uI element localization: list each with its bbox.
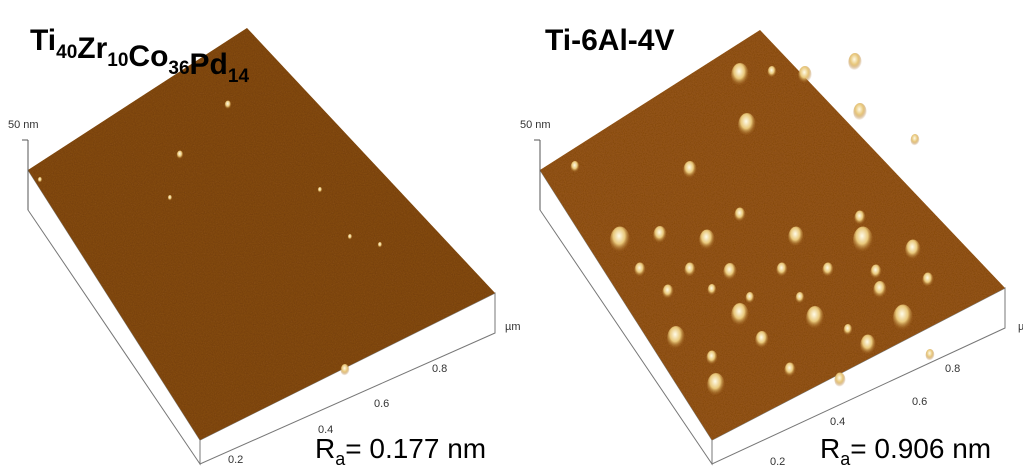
particle	[785, 363, 796, 378]
particle	[635, 263, 646, 278]
particle	[653, 226, 666, 244]
surface	[540, 30, 1005, 440]
particle	[893, 305, 913, 332]
title-part: Pd	[190, 48, 228, 81]
ra-text: = 0.177 nm	[345, 433, 486, 464]
particle	[177, 151, 184, 160]
x-tick-label: 0.2	[228, 454, 243, 466]
title-part: Ti	[30, 24, 56, 57]
particle	[663, 285, 674, 300]
particle	[923, 273, 934, 288]
x-tick-label: 0.8	[945, 363, 960, 375]
x-tick-label: 0.6	[374, 398, 389, 410]
particle	[571, 161, 580, 173]
particle	[860, 335, 875, 356]
particle	[911, 134, 920, 146]
particle	[853, 103, 866, 121]
particle	[378, 242, 382, 248]
page: 50 nm 0.2 0.4 0.6 0.8 µm Ti40Zr10Co36Pd14 Ra= 0…	[0, 0, 1023, 473]
figure: 50 nm 0.2 0.4 0.6 0.8 µm Ti40Zr10Co36Pd14 Ra= 0…	[0, 0, 1023, 473]
particle	[848, 53, 861, 71]
surface	[28, 28, 495, 440]
title-subscript: 14	[228, 66, 250, 87]
title-subscript: 40	[56, 42, 77, 63]
particle	[667, 326, 685, 350]
particle	[38, 177, 42, 183]
roughness: Ra= 0.906 nm	[820, 433, 991, 469]
particle	[853, 227, 873, 254]
particle	[707, 373, 725, 397]
title-part: Co	[128, 40, 168, 73]
title-subscript: 36	[168, 58, 189, 79]
particle	[341, 364, 350, 376]
particle	[348, 234, 352, 240]
particle	[731, 303, 749, 327]
particle	[844, 324, 853, 336]
ra-text: = 0.906 nm	[850, 433, 991, 464]
particle	[731, 63, 749, 87]
particle	[735, 208, 746, 223]
particle	[723, 263, 736, 281]
particle	[788, 227, 803, 248]
title-part: Ti-6Al-4V	[545, 24, 674, 57]
x-tick-label: 0.4	[830, 416, 845, 428]
x-tick-label: 0.8	[432, 363, 447, 375]
particle	[318, 187, 322, 193]
particle	[225, 101, 232, 110]
title-subscript: 10	[107, 50, 128, 71]
particle	[683, 161, 696, 179]
particle	[855, 211, 866, 226]
particle	[798, 66, 811, 84]
particle	[796, 292, 805, 304]
particle	[685, 263, 696, 278]
particle	[738, 113, 756, 137]
particle	[806, 306, 824, 330]
particle	[708, 284, 717, 296]
x-unit: µm	[505, 321, 521, 333]
particle	[699, 230, 714, 251]
particle	[755, 331, 768, 349]
ra-symbol: R	[820, 433, 840, 464]
roughness: Ra= 0.177 nm	[315, 433, 486, 469]
x-tick-label: 0.6	[912, 396, 927, 408]
particle	[835, 373, 846, 388]
particle	[768, 66, 777, 78]
particle	[746, 292, 755, 304]
title-part: Zr	[77, 32, 107, 65]
particle	[905, 240, 920, 261]
particle	[610, 227, 630, 254]
particle	[871, 265, 882, 280]
particle	[707, 351, 718, 366]
x-unit: µm	[1018, 321, 1023, 333]
particle	[873, 281, 886, 299]
particle	[823, 263, 834, 278]
panel-title: Ti-6Al-4V	[545, 24, 674, 57]
z-scale-label: 50 nm	[520, 119, 551, 131]
panel-title: Ti40Zr10Co36Pd14	[30, 24, 249, 87]
ra-symbol: R	[315, 433, 335, 464]
afm-panel: 50 nm 0.2 0.4 0.6 0.8 µm Ti-6Al-4V Ra= 0.906 nm	[520, 24, 1023, 469]
particle	[168, 195, 172, 201]
particle	[926, 349, 935, 361]
particle	[777, 263, 788, 278]
x-tick-label: 0.2	[770, 456, 785, 468]
z-scale-label: 50 nm	[8, 119, 39, 131]
